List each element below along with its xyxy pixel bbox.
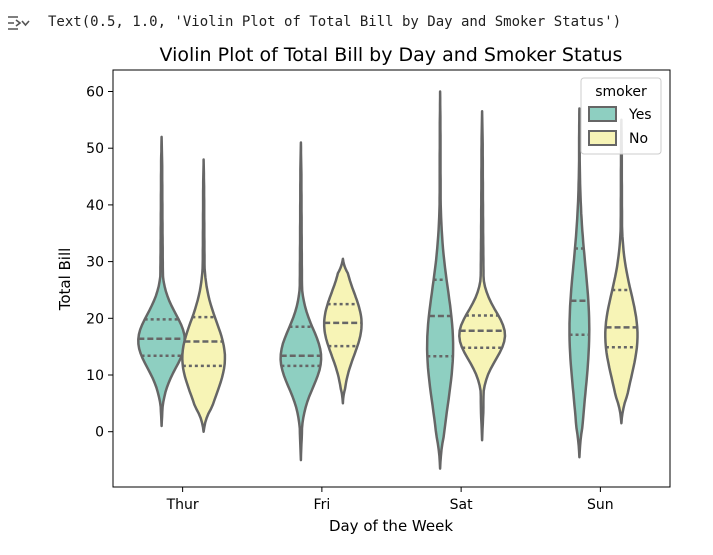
- x-tick-label: Sun: [587, 497, 614, 513]
- legend-title: smoker: [595, 84, 647, 100]
- legend: smoker Yes No: [580, 77, 662, 155]
- violin-body: [458, 110, 507, 442]
- violin-body: [279, 141, 323, 462]
- output-text: Text(0.5, 1.0, 'Violin Plot of Total Bil…: [48, 14, 622, 30]
- legend-label: Yes: [628, 107, 652, 123]
- legend-swatch: [588, 130, 617, 146]
- violin-yes-sat: [425, 90, 455, 470]
- legend-swatch: [588, 106, 617, 122]
- violin-no-sun: [604, 118, 639, 425]
- x-tick-label: Fri: [314, 497, 331, 513]
- y-tick-label: 10: [86, 368, 104, 384]
- violin-body: [137, 135, 187, 428]
- y-axis: 0 10 20 30 40 50 60: [86, 85, 113, 441]
- violin-yes-thur: [137, 135, 187, 428]
- y-tick-label: 40: [86, 198, 104, 214]
- y-tick-label: 0: [95, 425, 104, 441]
- x-axis-label: Day of the Week: [329, 517, 453, 535]
- violin-no-thur: [181, 158, 227, 433]
- y-tick-label: 60: [86, 85, 104, 101]
- violin-yes-sun: [568, 107, 591, 459]
- violin-body: [322, 257, 363, 405]
- cell-output-header: Text(0.5, 1.0, 'Violin Plot of Total Bil…: [0, 0, 713, 40]
- violin-body: [604, 118, 639, 425]
- chart-title: Violin Plot of Total Bill by Day and Smo…: [160, 44, 623, 66]
- output-menu-icon[interactable]: [6, 12, 32, 34]
- legend-label: No: [629, 131, 648, 147]
- x-tick-label: Thur: [166, 497, 199, 513]
- x-axis: Thur Fri Sat Sun: [166, 487, 614, 513]
- violin-no-sat: [458, 110, 507, 442]
- violin-body: [568, 107, 591, 459]
- y-tick-label: 30: [86, 255, 104, 271]
- y-tick-label: 50: [86, 141, 104, 157]
- x-tick-label: Sat: [450, 497, 473, 513]
- violin-body: [181, 158, 227, 433]
- violins-layer: [137, 90, 639, 470]
- y-axis-label: Total Bill: [56, 248, 74, 312]
- violin-no-fri: [322, 257, 363, 405]
- axes-frame: [112, 69, 671, 488]
- y-tick-label: 20: [86, 311, 104, 327]
- violin-yes-fri: [279, 141, 323, 462]
